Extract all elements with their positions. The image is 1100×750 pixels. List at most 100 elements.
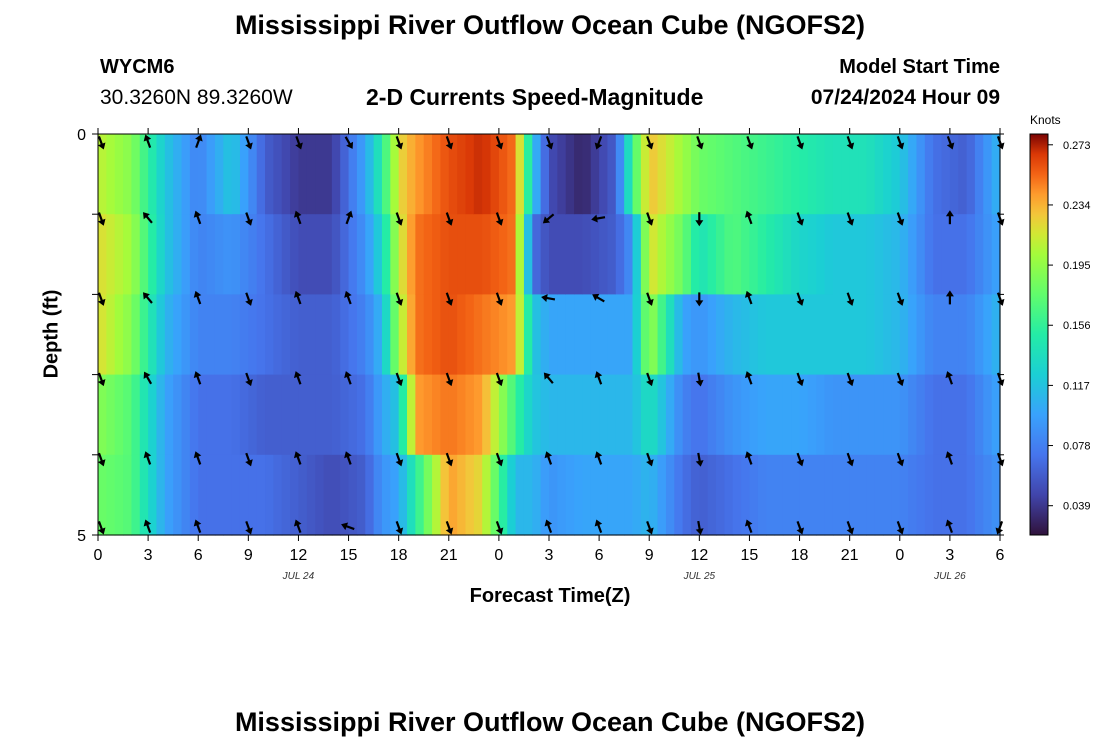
heat-cell bbox=[949, 134, 959, 215]
heat-cell bbox=[807, 134, 817, 215]
heat-cell bbox=[699, 134, 709, 215]
heat-cell bbox=[791, 294, 801, 376]
heat-cell bbox=[941, 454, 951, 536]
heat-cell bbox=[958, 294, 968, 376]
current-arrow bbox=[445, 520, 454, 535]
heat-cell bbox=[883, 374, 893, 456]
heat-cell bbox=[749, 294, 759, 376]
heat-cell bbox=[699, 454, 709, 536]
heat-cell bbox=[256, 294, 266, 376]
current-arrow bbox=[646, 520, 654, 535]
heat-cell bbox=[590, 294, 600, 376]
heat-cell bbox=[348, 294, 358, 376]
current-arrow bbox=[344, 136, 354, 149]
heat-cell bbox=[690, 294, 700, 376]
heat-cell bbox=[615, 454, 625, 536]
heat-cell bbox=[941, 214, 951, 295]
heat-cell bbox=[206, 134, 216, 215]
heat-cell bbox=[665, 294, 675, 376]
heat-cell bbox=[674, 294, 684, 376]
heat-cell bbox=[816, 294, 826, 376]
heat-cell bbox=[440, 294, 450, 376]
current-arrow bbox=[344, 451, 352, 465]
heat-cell bbox=[816, 454, 826, 536]
heatmap-cells bbox=[98, 134, 1001, 536]
heat-cell bbox=[916, 374, 926, 456]
current-arrow bbox=[696, 135, 704, 150]
heat-cell bbox=[599, 374, 609, 456]
colorbar-tick-label: 0.039 bbox=[1063, 501, 1091, 513]
heat-cell bbox=[306, 134, 316, 215]
current-arrow bbox=[97, 292, 106, 306]
heat-cell bbox=[766, 374, 776, 456]
heat-cell bbox=[298, 374, 308, 456]
heat-cell bbox=[373, 374, 383, 456]
heat-cell bbox=[223, 214, 233, 295]
heat-cell bbox=[891, 454, 901, 536]
heat-cell bbox=[565, 454, 575, 536]
heat-cell bbox=[540, 294, 550, 376]
current-arrow bbox=[544, 451, 553, 465]
heat-cell bbox=[682, 214, 692, 295]
heat-cell bbox=[340, 214, 350, 295]
heat-cell bbox=[866, 294, 876, 376]
heat-cell bbox=[139, 134, 149, 215]
heat-cell bbox=[983, 374, 993, 456]
heat-cell bbox=[356, 294, 366, 376]
heat-cell bbox=[941, 294, 951, 376]
heat-cell bbox=[256, 134, 266, 215]
current-arrow bbox=[193, 519, 202, 534]
heat-cell bbox=[782, 214, 792, 295]
heat-cell bbox=[916, 214, 926, 295]
current-arrow bbox=[143, 519, 152, 534]
heat-cell bbox=[323, 214, 333, 295]
heat-cell bbox=[716, 374, 725, 456]
heat-cell bbox=[624, 134, 634, 215]
heat-cell bbox=[515, 294, 525, 376]
heat-cell bbox=[757, 134, 767, 215]
heat-cell bbox=[198, 454, 208, 536]
heat-cell bbox=[640, 374, 650, 456]
heat-cell bbox=[707, 214, 717, 295]
current-arrow bbox=[646, 135, 654, 150]
heat-cell bbox=[373, 214, 383, 295]
heat-cell bbox=[423, 454, 433, 536]
heat-cell bbox=[549, 454, 558, 536]
heat-cell bbox=[732, 374, 742, 456]
heat-cell bbox=[832, 374, 842, 456]
current-arrow bbox=[543, 372, 554, 384]
heat-cell bbox=[674, 214, 684, 295]
current-arrow bbox=[591, 214, 606, 223]
heat-cell bbox=[582, 134, 592, 215]
current-arrow bbox=[896, 372, 905, 387]
heat-cell bbox=[298, 454, 308, 536]
heat-cell bbox=[590, 134, 600, 215]
heat-cell bbox=[983, 294, 993, 376]
current-arrow bbox=[646, 372, 654, 387]
current-arrow bbox=[796, 292, 805, 306]
heat-cell bbox=[599, 454, 609, 536]
heat-cell bbox=[465, 374, 475, 456]
heat-cell bbox=[189, 374, 199, 456]
heat-cell bbox=[640, 294, 650, 376]
current-arrow bbox=[695, 452, 704, 467]
heat-cell bbox=[874, 454, 884, 536]
heat-cell bbox=[807, 294, 817, 376]
heat-cell bbox=[498, 294, 508, 376]
current-arrow bbox=[495, 520, 504, 535]
heat-cell bbox=[816, 214, 826, 295]
heat-cell bbox=[574, 454, 584, 536]
current-arrow bbox=[544, 519, 553, 534]
heat-cell bbox=[432, 454, 442, 536]
heat-cell bbox=[181, 454, 191, 536]
heat-cell bbox=[148, 374, 158, 456]
heat-cell bbox=[98, 374, 107, 456]
heat-cell bbox=[966, 214, 976, 295]
heat-cell bbox=[983, 214, 993, 295]
heat-cell bbox=[164, 134, 174, 215]
current-arrow bbox=[341, 522, 355, 531]
x-axis: 0 3 6 9 12 15 18 21 0 3 6 9 12 15 18 21 0 3 6 bbox=[94, 128, 1005, 564]
heat-cell bbox=[365, 134, 375, 215]
heat-cell bbox=[891, 374, 901, 456]
heat-cell bbox=[532, 294, 542, 376]
